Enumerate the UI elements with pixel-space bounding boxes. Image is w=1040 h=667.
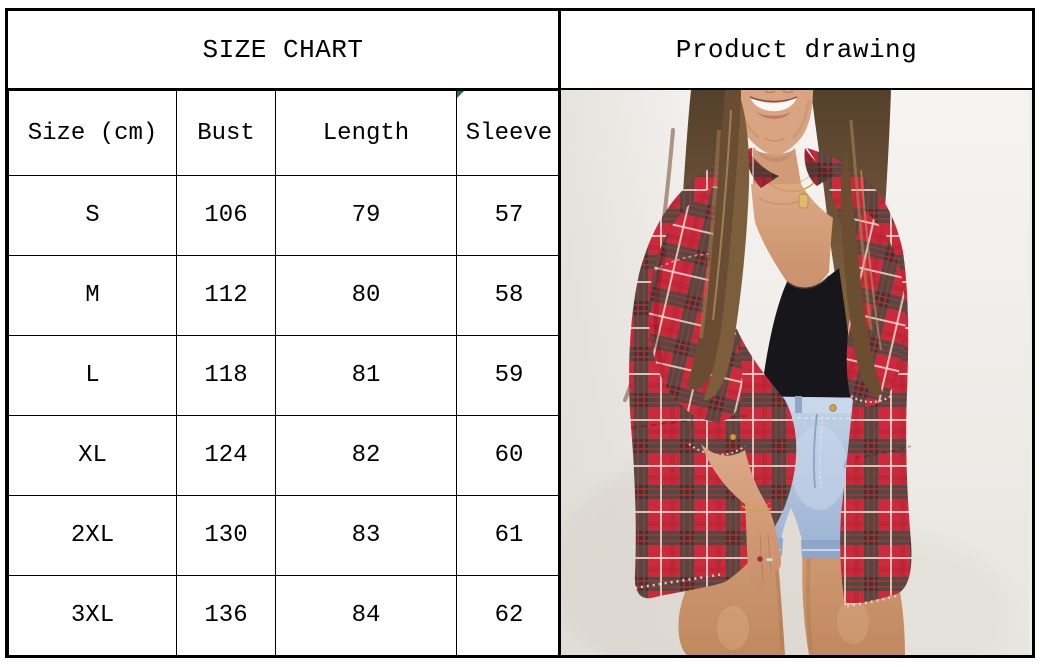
product-drawing-pane: Product drawing <box>561 11 1032 655</box>
size-cell: 2XL <box>8 495 177 576</box>
bust-cell: 130 <box>176 495 276 576</box>
col-header-length: Length <box>275 90 457 176</box>
size-cell: 3XL <box>8 575 177 656</box>
model-hair-front <box>687 90 883 401</box>
length-cell: 79 <box>275 175 457 256</box>
sleeve-cell: 58 <box>456 255 562 336</box>
table-row-xl: XL 124 82 60 <box>8 415 562 496</box>
shirt-left-cuff <box>687 414 747 453</box>
col-header-sleeve: Sleeve <box>456 90 562 176</box>
size-chart-pane: SIZE CHART Size (cm) Bust Length Sleeve … <box>8 11 562 656</box>
pendant <box>798 193 809 209</box>
length-cell: 84 <box>275 575 457 656</box>
length-cell: 81 <box>275 335 457 416</box>
bracelet <box>741 505 772 512</box>
sleeve-cell: 62 <box>456 575 562 656</box>
shirt-collar-right <box>804 148 835 186</box>
smile <box>750 97 797 112</box>
table-row-s: S 106 79 57 <box>8 175 562 256</box>
bust-cell: 112 <box>176 255 276 336</box>
bust-cell: 106 <box>176 175 276 256</box>
size-chart-title: SIZE CHART <box>8 11 558 90</box>
length-cell: 80 <box>275 255 457 336</box>
sleeve-cell: 61 <box>456 495 562 576</box>
model-hand <box>701 444 781 590</box>
table-row-m: M 112 80 58 <box>8 255 562 336</box>
size-cell: S <box>8 175 177 256</box>
size-table: Size (cm) Bust Length Sleeve S 106 79 57… <box>8 90 562 656</box>
model-chest <box>751 184 833 292</box>
bust-cell: 136 <box>176 575 276 656</box>
sleeve-cell: 57 <box>456 175 562 256</box>
product-drawing-title: Product drawing <box>561 11 1032 90</box>
col-header-bust: Bust <box>176 90 276 176</box>
jeans-button <box>829 404 837 412</box>
size-cell: XL <box>8 415 177 496</box>
bust-cell: 118 <box>176 335 276 416</box>
excel-error-marker <box>457 91 464 98</box>
sleeve-cell: 60 <box>456 415 562 496</box>
header-row: Size (cm) Bust Length Sleeve <box>8 90 562 176</box>
table-row-2xl: 2XL 130 83 61 <box>8 495 562 576</box>
size-cell: M <box>8 255 177 336</box>
bust-cell: 124 <box>176 415 276 496</box>
silver-ring <box>765 557 774 562</box>
length-cell: 82 <box>275 415 457 496</box>
shirt-collar-left <box>746 148 779 188</box>
tank-top <box>759 268 856 398</box>
size-cell: L <box>8 335 177 416</box>
table-row-l: L 118 81 59 <box>8 335 562 416</box>
model-photo-illustration <box>561 90 1029 655</box>
table-row-3xl: 3XL 136 84 62 <box>8 575 562 656</box>
product-photo <box>561 90 1032 655</box>
red-ring <box>757 556 763 562</box>
model-face <box>734 90 833 292</box>
col-header-sleeve-label: Sleeve <box>465 119 553 147</box>
outer-frame: SIZE CHART Size (cm) Bust Length Sleeve … <box>5 8 1035 658</box>
col-header-size: Size (cm) <box>8 90 177 176</box>
sleeve-cell: 59 <box>456 335 562 416</box>
length-cell: 83 <box>275 495 457 576</box>
